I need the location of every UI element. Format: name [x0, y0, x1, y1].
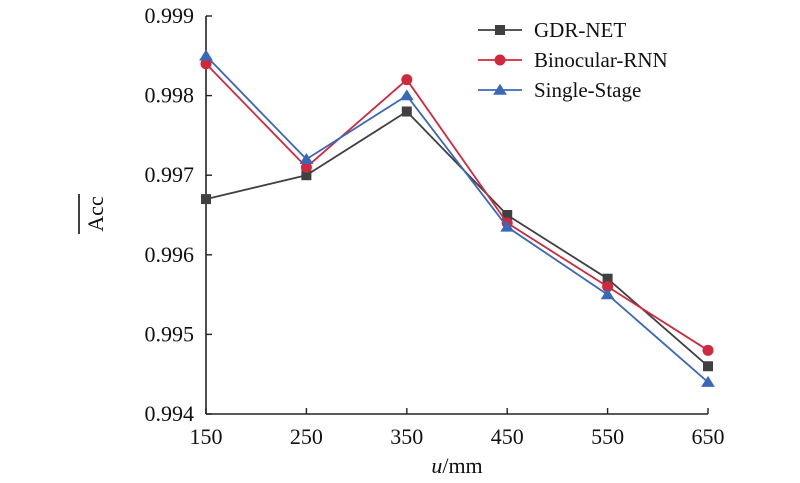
data-point	[401, 106, 412, 117]
legend-label: Single-Stage	[534, 78, 641, 102]
legend-label: Binocular-RNN	[534, 48, 668, 72]
x-tick-label: 650	[692, 424, 725, 449]
data-point	[201, 194, 211, 205]
data-point	[701, 375, 715, 387]
x-tick-label: 450	[491, 424, 524, 449]
series-binocular-rnn	[200, 58, 714, 356]
series-line	[205, 55, 709, 383]
y-axis-title-text: Acc	[83, 196, 108, 232]
x-axis-ticks: 150 250 350 450 550 650	[190, 408, 725, 449]
series-gdr-net	[201, 106, 713, 372]
y-tick-label: 0.994	[145, 401, 195, 426]
data-point	[199, 49, 213, 61]
data-point	[502, 210, 513, 220]
data-point	[500, 220, 515, 232]
data-point	[401, 74, 413, 86]
legend-item: Binocular-RNN	[478, 48, 668, 72]
y-tick-label: 0.998	[145, 83, 195, 108]
series-line	[205, 63, 709, 352]
series-single-stage	[199, 49, 715, 387]
data-point	[703, 361, 713, 372]
data-point	[200, 58, 212, 70]
y-tick-label: 0.997	[145, 162, 195, 187]
y-axis-ticks: 0.994 0.995 0.996 0.997 0.998 0.999	[145, 3, 212, 426]
data-point	[300, 161, 312, 173]
data-point	[301, 170, 312, 181]
y-tick-label: 0.995	[145, 321, 195, 346]
x-axis-title-variable: u	[431, 453, 442, 478]
legend: GDR-NET Binocular-RNN Single-Stage	[478, 18, 668, 102]
legend-swatch-marker	[493, 83, 507, 95]
y-tick-label: 0.999	[145, 3, 195, 28]
x-tick-label: 250	[290, 424, 323, 449]
data-point	[602, 273, 613, 284]
series-layer	[199, 49, 715, 387]
y-axis-title: Acc	[83, 196, 108, 232]
legend-item: Single-Stage	[478, 78, 641, 102]
data-point	[600, 288, 615, 300]
y-tick-label: 0.996	[145, 242, 195, 267]
x-tick-label: 550	[591, 424, 624, 449]
x-axis-title: u/mm	[431, 453, 482, 478]
x-tick-label: 150	[190, 424, 223, 449]
x-axis-title-unit: /mm	[442, 453, 482, 478]
data-point	[399, 89, 414, 101]
legend-swatch-marker	[495, 25, 505, 35]
legend-label: GDR-NET	[534, 18, 626, 42]
x-tick-label: 350	[390, 424, 423, 449]
legend-item: GDR-NET	[478, 18, 626, 42]
series-line	[205, 110, 709, 367]
data-point	[702, 344, 714, 356]
data-point	[602, 281, 614, 293]
legend-swatch-marker	[494, 54, 506, 66]
data-point	[299, 153, 314, 164]
